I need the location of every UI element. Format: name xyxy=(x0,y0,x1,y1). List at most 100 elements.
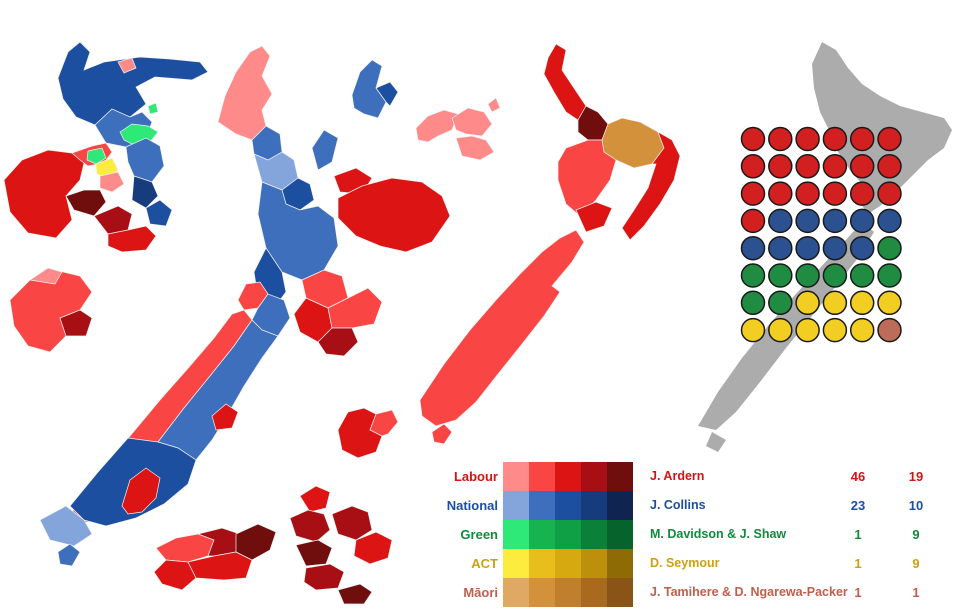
list-seat-dot-labour xyxy=(795,154,820,179)
wgtn-inset-ohariu-dark xyxy=(289,509,331,543)
si-dunedin-red xyxy=(121,467,161,515)
list-seat-dot-act xyxy=(822,290,848,316)
akl-west-red xyxy=(3,149,85,239)
list-seat-dot-labour xyxy=(740,154,766,179)
list-seat-dot-labour xyxy=(849,181,875,206)
list-seats-count: 9 xyxy=(912,527,920,542)
legend-row-green: Green M. Davidson & J. Shaw 1 9 xyxy=(440,520,960,549)
maori-te-tai-tonga xyxy=(419,229,585,427)
list-seat-dot-labour xyxy=(877,181,902,206)
list-seat-dot-labour xyxy=(795,181,820,206)
tauranga-inset-navy xyxy=(375,81,399,107)
list-seat-dot-labour xyxy=(849,154,875,179)
west-cluster-darkred xyxy=(59,309,93,337)
list-seat-dot-green xyxy=(822,263,848,288)
grey-stewart-island xyxy=(706,432,726,452)
shade-swatch xyxy=(555,491,581,520)
shade-swatch xyxy=(581,462,607,491)
list-seat-dot-act xyxy=(740,317,766,343)
akl-manurewa-darkred xyxy=(93,205,133,235)
list-seat-dot-labour xyxy=(849,126,875,152)
list-seat-dot-labour xyxy=(740,126,766,152)
list-seat-dot-green xyxy=(740,290,766,316)
list-seat-dot-national xyxy=(740,235,766,261)
west-cluster-pink xyxy=(29,267,63,285)
list-seat-dot-act xyxy=(877,290,902,316)
shade-swatch xyxy=(529,578,555,607)
list-seat-dot-act xyxy=(849,317,875,343)
party-leader-label: D. Seymour xyxy=(650,556,720,570)
legend-row-act: ACT D. Seymour 1 9 xyxy=(440,549,960,578)
hamilton-inset-pink-3 xyxy=(455,135,495,161)
wgtn-inset-hutt-dark xyxy=(331,505,373,541)
list-seat-dot-green xyxy=(877,235,902,261)
list-seats-count: 10 xyxy=(908,498,924,513)
list-seat-dot-act xyxy=(849,290,875,316)
pn-napier-inset-red-2 xyxy=(369,409,399,437)
list-seat-dot-labour xyxy=(822,181,848,206)
party-leader-label: M. Davidson & J. Shaw xyxy=(650,527,787,541)
list-seat-dot-national xyxy=(849,235,875,261)
margin-shade-swatches xyxy=(503,549,633,578)
margin-shade-swatches xyxy=(503,520,633,549)
ni-wairarapa-red xyxy=(327,287,383,329)
list-seat-dot-labour xyxy=(877,154,902,179)
akl-east-blue xyxy=(125,137,165,183)
shade-swatch xyxy=(581,578,607,607)
party-name-label: Labour xyxy=(453,469,498,484)
akl-barrier-green xyxy=(147,102,159,115)
party-leader-label: J. Ardern xyxy=(650,469,705,483)
ni-coromandel-blue xyxy=(311,129,339,171)
akl-botany-navy xyxy=(131,175,159,209)
akl-auckland-central-green xyxy=(86,147,107,165)
party-name-label: Green xyxy=(460,527,498,542)
shade-swatch xyxy=(555,462,581,491)
ni-northland-pink xyxy=(217,45,273,141)
hamilton-inset-pink-1 xyxy=(415,109,459,143)
legend-row-maori: Māori J. Tamihere & D. Ngarewa-Packer 1 1 xyxy=(440,578,960,607)
legend-row-labour: Labour J. Ardern 46 19 xyxy=(440,462,960,491)
si-stewart-blue xyxy=(57,543,81,567)
shade-swatch xyxy=(581,520,607,549)
list-seat-dot-labour xyxy=(877,126,902,152)
list-seat-dot-maori xyxy=(877,317,902,343)
shade-swatch xyxy=(529,462,555,491)
list-seat-dot-national xyxy=(822,208,848,234)
akl-pink-tip xyxy=(117,57,137,74)
ni-wellington-tail-dark xyxy=(317,327,359,357)
party-leader-label: J. Collins xyxy=(650,498,706,512)
list-seat-dot-labour xyxy=(768,181,793,206)
maori-ikaroa-rawhiti xyxy=(621,131,681,241)
shade-swatch xyxy=(581,491,607,520)
shade-swatch xyxy=(607,520,633,549)
list-seat-dot-national xyxy=(849,208,875,234)
akl-north-shore xyxy=(57,41,209,126)
list-seat-dot-labour xyxy=(795,126,820,152)
shade-swatch xyxy=(607,549,633,578)
legend-table: Labour J. Ardern 46 19 National J. Collins 23 1… xyxy=(440,462,960,607)
shade-swatch xyxy=(607,462,633,491)
shade-swatch xyxy=(555,520,581,549)
electorate-seats-count: 23 xyxy=(850,498,866,513)
list-seat-dot-national xyxy=(822,235,848,261)
shade-swatch xyxy=(607,578,633,607)
akl-south-red xyxy=(107,225,157,253)
list-seats-count: 19 xyxy=(908,469,924,484)
akl-pink-otahuhu xyxy=(99,171,125,193)
margin-shade-swatches xyxy=(503,462,633,491)
party-leader-label: J. Tamihere & D. Ngarewa-Packer xyxy=(650,585,848,599)
list-seat-dot-national xyxy=(768,235,793,261)
shade-swatch xyxy=(555,549,581,578)
hamilton-inset-pink-2 xyxy=(451,107,493,137)
list-seat-dot-green xyxy=(740,263,766,288)
maori-te-tai-tokerau xyxy=(543,43,587,121)
hamilton-inset-pink-4 xyxy=(487,97,501,113)
list-seat-dot-green xyxy=(795,263,820,288)
list-seat-dot-act xyxy=(795,290,820,316)
electorate-seats-count: 46 xyxy=(850,469,866,484)
list-seats-count: 1 xyxy=(912,585,920,600)
list-seat-dot-labour xyxy=(822,126,848,152)
shade-swatch xyxy=(607,491,633,520)
